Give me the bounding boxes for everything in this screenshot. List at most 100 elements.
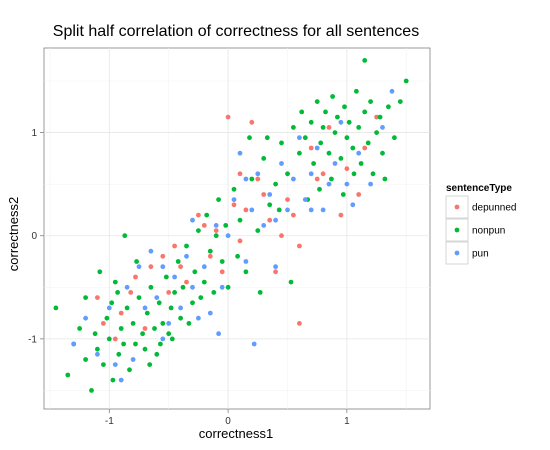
data-point-nonpun bbox=[302, 135, 308, 141]
data-point-nonpun bbox=[288, 279, 294, 285]
data-point-pun bbox=[160, 264, 166, 270]
data-point-nonpun bbox=[104, 315, 110, 321]
data-point-pun bbox=[124, 284, 130, 290]
data-point-depunned bbox=[128, 290, 134, 295]
data-point-nonpun bbox=[377, 114, 383, 120]
data-point-nonpun bbox=[186, 321, 192, 326]
data-point-nonpun bbox=[397, 99, 403, 104]
data-point-depunned bbox=[279, 233, 284, 239]
data-point-pun bbox=[302, 197, 308, 203]
data-point-nonpun bbox=[136, 295, 142, 300]
data-point-nonpun bbox=[243, 269, 249, 275]
data-point-pun bbox=[297, 135, 302, 141]
x-tick-label: 0 bbox=[225, 416, 231, 427]
data-point-pun bbox=[261, 223, 267, 228]
data-point-nonpun bbox=[261, 156, 267, 161]
data-point-pun bbox=[308, 207, 314, 213]
data-point-nonpun bbox=[160, 321, 166, 326]
data-point-nonpun bbox=[180, 284, 186, 290]
data-point-nonpun bbox=[152, 326, 157, 331]
data-point-nonpun bbox=[112, 279, 118, 285]
data-point-nonpun bbox=[329, 176, 334, 182]
data-point-depunned bbox=[291, 212, 296, 218]
data-point-nonpun bbox=[340, 192, 346, 197]
data-point-nonpun bbox=[338, 156, 344, 161]
data-point-pun bbox=[380, 125, 385, 130]
data-point-nonpun bbox=[255, 228, 261, 234]
data-point-depunned bbox=[249, 119, 255, 125]
data-point-pun bbox=[267, 192, 273, 197]
data-point-nonpun bbox=[110, 377, 116, 383]
data-point-nonpun bbox=[332, 130, 338, 136]
data-point-nonpun bbox=[97, 269, 103, 275]
data-point-pun bbox=[326, 181, 332, 187]
data-point-nonpun bbox=[134, 259, 140, 264]
data-point-nonpun bbox=[115, 290, 120, 295]
data-point-nonpun bbox=[257, 290, 263, 295]
data-point-nonpun bbox=[344, 135, 350, 141]
legend-label: pun bbox=[472, 249, 489, 260]
series-pun bbox=[71, 88, 395, 383]
data-point-depunned bbox=[166, 290, 172, 295]
data-point-nonpun bbox=[285, 171, 290, 177]
data-point-depunned bbox=[320, 171, 326, 177]
data-point-nonpun bbox=[392, 135, 397, 141]
legend-item-nonpun: nonpun bbox=[445, 218, 505, 242]
data-point-pun bbox=[148, 248, 154, 254]
data-point-nonpun bbox=[156, 300, 162, 306]
data-point-depunned bbox=[172, 243, 178, 249]
data-point-nonpun bbox=[335, 114, 340, 120]
data-point-nonpun bbox=[362, 58, 368, 63]
y-tick-label: 0 bbox=[31, 231, 37, 242]
legend: sentenceType depunned nonpun pun bbox=[445, 183, 517, 265]
data-point-nonpun bbox=[342, 104, 347, 110]
data-point-pun bbox=[154, 295, 160, 300]
data-point-depunned bbox=[142, 326, 148, 331]
legend-title: sentenceType bbox=[446, 183, 512, 194]
data-point-nonpun bbox=[122, 233, 128, 239]
data-point-depunned bbox=[184, 279, 189, 285]
data-point-depunned bbox=[267, 217, 273, 223]
data-point-nonpun bbox=[92, 331, 98, 337]
y-axis-title: correctness2 bbox=[6, 197, 21, 271]
data-point-depunned bbox=[374, 114, 379, 120]
legend-items: depunned nonpun pun bbox=[445, 195, 517, 265]
x-tick-label: -1 bbox=[105, 416, 114, 427]
data-point-pun bbox=[356, 150, 362, 156]
data-point-nonpun bbox=[77, 326, 82, 331]
data-point-nonpun bbox=[158, 341, 163, 347]
data-point-nonpun bbox=[264, 135, 270, 141]
data-point-nonpun bbox=[172, 290, 178, 295]
data-point-nonpun bbox=[198, 295, 204, 300]
data-point-pun bbox=[344, 181, 350, 187]
data-point-pun bbox=[216, 331, 222, 337]
data-point-nonpun bbox=[326, 150, 332, 156]
x-tick-label: 1 bbox=[344, 416, 350, 427]
data-point-nonpun bbox=[291, 125, 296, 130]
data-point-nonpun bbox=[154, 351, 160, 357]
x-axis-ticks: -1 0 1 bbox=[105, 409, 350, 427]
data-point-nonpun bbox=[382, 176, 388, 182]
plot-background bbox=[43, 47, 431, 410]
data-point-depunned bbox=[285, 197, 290, 203]
data-point-depunned bbox=[101, 321, 106, 326]
data-point-nonpun bbox=[247, 135, 252, 141]
data-point-depunned bbox=[356, 192, 362, 197]
data-point-nonpun bbox=[235, 253, 241, 259]
data-point-nonpun bbox=[116, 351, 122, 357]
data-point-pun bbox=[332, 161, 338, 166]
data-point-pun bbox=[291, 176, 296, 182]
data-point-nonpun bbox=[356, 125, 362, 130]
data-point-nonpun bbox=[299, 109, 305, 115]
data-point-pun bbox=[273, 264, 278, 270]
data-point-nonpun bbox=[124, 305, 130, 311]
plot-area bbox=[43, 47, 431, 410]
data-point-nonpun bbox=[148, 284, 154, 290]
data-point-nonpun bbox=[95, 346, 100, 352]
data-point-nonpun bbox=[223, 223, 229, 228]
legend-key-marker bbox=[454, 227, 460, 233]
data-point-nonpun bbox=[350, 145, 356, 151]
legend-key-marker bbox=[454, 204, 460, 210]
data-point-nonpun bbox=[314, 99, 320, 104]
